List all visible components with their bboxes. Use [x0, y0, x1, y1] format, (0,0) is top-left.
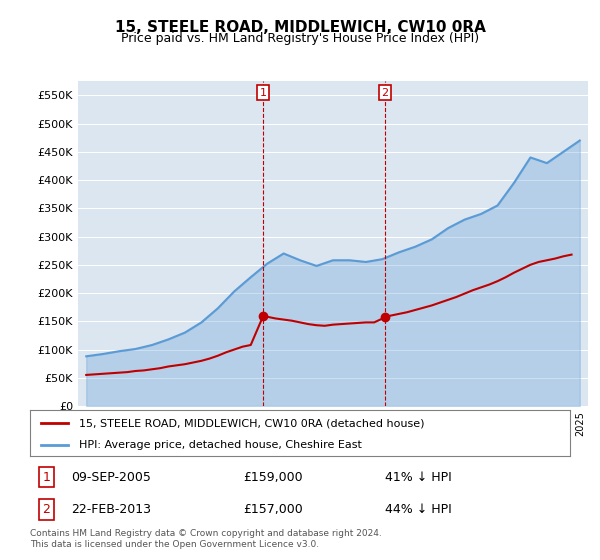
Text: 15, STEELE ROAD, MIDDLEWICH, CW10 0RA (detached house): 15, STEELE ROAD, MIDDLEWICH, CW10 0RA (d…	[79, 418, 424, 428]
Text: 2: 2	[382, 88, 389, 97]
Text: 44% ↓ HPI: 44% ↓ HPI	[385, 503, 452, 516]
Text: Contains HM Land Registry data © Crown copyright and database right 2024.
This d: Contains HM Land Registry data © Crown c…	[30, 529, 382, 549]
Text: £159,000: £159,000	[243, 471, 303, 484]
Text: 1: 1	[42, 471, 50, 484]
Text: Price paid vs. HM Land Registry's House Price Index (HPI): Price paid vs. HM Land Registry's House …	[121, 32, 479, 45]
Text: 2: 2	[42, 503, 50, 516]
Text: HPI: Average price, detached house, Cheshire East: HPI: Average price, detached house, Ches…	[79, 440, 361, 450]
Text: 15, STEELE ROAD, MIDDLEWICH, CW10 0RA: 15, STEELE ROAD, MIDDLEWICH, CW10 0RA	[115, 20, 485, 35]
Text: £157,000: £157,000	[243, 503, 303, 516]
Text: 22-FEB-2013: 22-FEB-2013	[71, 503, 151, 516]
Text: 41% ↓ HPI: 41% ↓ HPI	[385, 471, 452, 484]
Text: 09-SEP-2005: 09-SEP-2005	[71, 471, 151, 484]
Text: 1: 1	[260, 88, 266, 97]
